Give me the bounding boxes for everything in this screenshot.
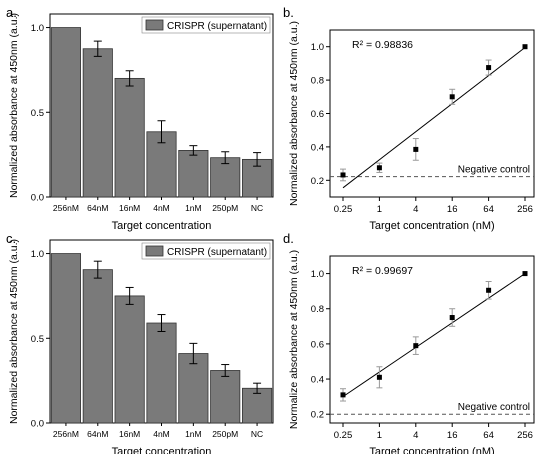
y-tick-label: 1.0 (311, 42, 324, 53)
y-axis-label: Normalize absorbance at 450nm (a.u.) (288, 250, 300, 429)
y-tick-label: 0.4 (311, 375, 324, 386)
data-point (522, 271, 528, 277)
x-tick-label: 1 (377, 204, 382, 215)
data-point (413, 146, 419, 152)
bar (146, 322, 177, 424)
y-axis-label: Normalized absorbance at 450nm (a.u.) (8, 13, 20, 198)
data-point (449, 94, 455, 100)
fit-line (342, 273, 526, 398)
x-tick-label: 1nM (185, 203, 202, 213)
data-point (376, 374, 382, 380)
legend-box (141, 16, 271, 34)
x-tick-label: NC (251, 203, 263, 213)
bar (50, 27, 81, 198)
bar (178, 150, 209, 198)
negative-control-label: Negative control (458, 165, 530, 176)
x-tick-label: 0.25 (334, 204, 353, 215)
scatter-chart-d: 0.2 0.4 0.6 0.8 1.0 Normalize absorbance at 4… (288, 250, 535, 454)
data-point (522, 44, 528, 50)
x-axis-label: Target concentration (112, 446, 212, 454)
x-tick-label: 4nM (153, 203, 170, 213)
x-axis-label: Target concentration (112, 220, 212, 232)
x-tick-label: 256 (517, 204, 533, 215)
y-axis-label: Normalized absorbance at 450nm (a.u.) (288, 21, 300, 206)
y-tick-label: 0.5 (31, 108, 44, 119)
x-tick-label: 0.25 (334, 430, 353, 441)
data-point (413, 343, 419, 349)
x-tick-label: 16 (447, 430, 458, 441)
bar (114, 77, 145, 198)
negative-control-label: Negative control (458, 402, 530, 413)
bar (178, 353, 209, 424)
y-tick-label: 0.2 (311, 410, 324, 421)
panel-letter-d: d. (283, 231, 294, 246)
legend-label: CRISPR (supernatant) (167, 247, 267, 258)
y-tick-label: 0.8 (311, 76, 324, 87)
panel-letter-b: b. (283, 5, 294, 20)
x-tick-label: 64 (483, 430, 494, 441)
x-tick-label: 1 (377, 430, 382, 441)
y-tick-label: 0.0 (31, 193, 44, 204)
bar (82, 48, 113, 198)
legend-swatch (145, 245, 164, 257)
x-axis-label: Target concentration (nM) (369, 220, 494, 232)
panel-letter-a: a. (6, 5, 17, 20)
x-tick-label: 64nM (87, 429, 108, 439)
x-tick-label: 4 (413, 204, 418, 215)
x-tick-label: 64 (483, 204, 494, 215)
legend-box (141, 242, 271, 260)
data-point (340, 172, 346, 178)
y-tick-label: 0.2 (311, 176, 324, 187)
bar (50, 253, 81, 424)
x-tick-label: 64nM (87, 203, 108, 213)
x-tick-label: 256 (517, 430, 533, 441)
x-tick-label: 16nM (119, 203, 140, 213)
bar (210, 370, 241, 424)
data-point (376, 165, 382, 171)
data-point (449, 315, 455, 321)
y-tick-label: 1.0 (311, 269, 324, 280)
y-tick-label: 0.0 (31, 419, 44, 430)
y-tick-label: 0.4 (311, 142, 324, 153)
data-point (486, 287, 492, 293)
x-tick-label: 1nM (185, 429, 202, 439)
x-tick-label: 250pM (212, 203, 238, 213)
x-tick-label: 256nM (53, 203, 79, 213)
x-tick-label: 4 (413, 430, 418, 441)
bar-chart-a: 0.0 0.5 1.0 Normalized absorbance at 450nm … (8, 13, 274, 232)
y-tick-label: 0.8 (311, 304, 324, 315)
y-tick-label: 1.0 (31, 249, 44, 260)
data-point (340, 392, 346, 398)
fit-line (342, 47, 526, 189)
x-tick-label: 4nM (153, 429, 170, 439)
r-squared-annotation: R² = 0.99697 (352, 265, 413, 277)
legend-swatch (145, 19, 164, 31)
bar (82, 269, 113, 424)
x-tick-label: 16 (447, 204, 458, 215)
y-tick-label: 0.6 (311, 109, 324, 120)
x-tick-label: 256nM (53, 429, 79, 439)
x-tick-label: NC (251, 429, 263, 439)
y-tick-label: 1.0 (31, 23, 44, 34)
scatter-chart-b: 0.2 0.4 0.6 0.8 1.0 Normalized absorbance at … (288, 21, 535, 232)
legend-label: CRISPR (supernatant) (167, 21, 267, 32)
y-tick-label: 0.6 (311, 339, 324, 350)
data-point (486, 65, 492, 71)
y-tick-label: 0.5 (31, 334, 44, 345)
r-squared-annotation: R² = 0.98836 (352, 39, 413, 51)
x-axis-label: Target concentration (nM) (369, 446, 494, 454)
x-tick-label: 250pM (212, 429, 238, 439)
y-axis-label: Normalized absorbance at 450nm (a.u.) (8, 239, 20, 424)
plot-frame (329, 255, 535, 424)
bar (114, 295, 145, 424)
bar-chart-c: 0.0 0.5 1.0 Normalized absorbance at 450nm … (8, 239, 274, 454)
panel-letter-c: c. (6, 231, 16, 246)
x-tick-label: 16nM (119, 429, 140, 439)
